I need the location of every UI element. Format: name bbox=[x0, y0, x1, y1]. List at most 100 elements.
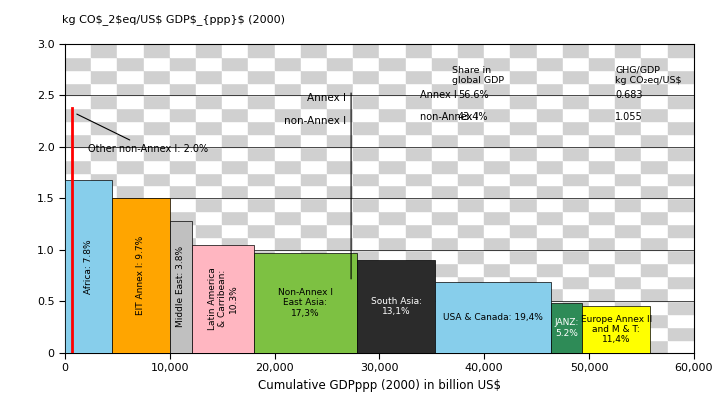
Bar bbox=[641, 134, 668, 147]
Bar bbox=[589, 147, 615, 160]
Bar bbox=[589, 44, 615, 57]
Text: kg CO$_2$eq/US$ GDP$_{ppp}$ (2000): kg CO$_2$eq/US$ GDP$_{ppp}$ (2000) bbox=[62, 15, 285, 25]
Bar bbox=[405, 250, 432, 263]
Bar bbox=[196, 314, 222, 327]
Bar bbox=[143, 44, 170, 57]
Bar bbox=[274, 340, 301, 353]
Bar bbox=[668, 237, 694, 250]
Bar bbox=[91, 44, 117, 57]
Bar bbox=[248, 44, 274, 57]
Bar bbox=[458, 57, 484, 70]
Bar bbox=[405, 44, 432, 57]
Bar bbox=[589, 288, 615, 301]
Bar bbox=[91, 70, 117, 83]
Bar bbox=[510, 147, 537, 160]
Bar bbox=[510, 250, 537, 263]
Bar bbox=[353, 44, 379, 57]
Bar bbox=[432, 327, 458, 340]
Bar bbox=[615, 250, 641, 263]
Bar bbox=[111, 198, 170, 353]
Bar bbox=[117, 83, 143, 95]
Bar bbox=[143, 276, 170, 288]
Bar bbox=[91, 95, 117, 108]
Bar bbox=[589, 108, 615, 121]
Bar bbox=[65, 134, 91, 147]
Bar bbox=[615, 108, 641, 121]
Bar bbox=[484, 186, 510, 198]
Bar bbox=[551, 303, 582, 353]
Bar bbox=[484, 160, 510, 173]
Bar bbox=[641, 276, 668, 288]
Bar bbox=[615, 198, 641, 211]
Bar bbox=[589, 237, 615, 250]
Bar bbox=[641, 147, 668, 160]
Bar bbox=[170, 160, 196, 173]
Bar bbox=[589, 121, 615, 134]
Bar bbox=[91, 211, 117, 224]
Bar bbox=[301, 70, 327, 83]
Bar bbox=[510, 314, 537, 327]
Bar bbox=[222, 108, 248, 121]
Bar bbox=[668, 70, 694, 83]
Bar bbox=[222, 44, 248, 57]
Bar bbox=[91, 288, 117, 301]
Bar bbox=[327, 276, 353, 288]
Bar bbox=[668, 83, 694, 95]
Bar bbox=[353, 327, 379, 340]
Bar bbox=[143, 301, 170, 314]
Bar bbox=[589, 250, 615, 263]
Bar bbox=[274, 44, 301, 57]
Bar bbox=[510, 173, 537, 186]
Bar bbox=[327, 288, 353, 301]
Bar bbox=[170, 250, 196, 263]
Bar bbox=[353, 263, 379, 276]
Bar bbox=[91, 147, 117, 160]
Bar bbox=[510, 340, 537, 353]
Bar bbox=[222, 250, 248, 263]
Bar bbox=[615, 83, 641, 95]
Bar bbox=[353, 250, 379, 263]
Bar bbox=[222, 134, 248, 147]
Bar bbox=[458, 108, 484, 121]
Bar bbox=[510, 263, 537, 276]
Bar bbox=[668, 276, 694, 288]
Bar bbox=[274, 57, 301, 70]
Bar bbox=[353, 198, 379, 211]
Bar bbox=[353, 211, 379, 224]
Bar bbox=[327, 44, 353, 57]
Bar bbox=[248, 70, 274, 83]
Bar bbox=[301, 250, 327, 263]
Bar bbox=[248, 301, 274, 314]
Bar bbox=[537, 134, 563, 147]
Bar bbox=[196, 95, 222, 108]
Bar bbox=[91, 57, 117, 70]
Bar bbox=[510, 224, 537, 237]
Bar bbox=[432, 108, 458, 121]
Bar bbox=[327, 263, 353, 276]
Bar bbox=[589, 340, 615, 353]
Bar bbox=[327, 108, 353, 121]
Bar bbox=[641, 95, 668, 108]
Bar bbox=[353, 173, 379, 186]
Bar bbox=[641, 121, 668, 134]
Bar bbox=[432, 288, 458, 301]
Bar bbox=[458, 340, 484, 353]
Bar bbox=[589, 186, 615, 198]
Bar bbox=[117, 95, 143, 108]
Bar bbox=[91, 83, 117, 95]
Bar bbox=[117, 301, 143, 314]
Bar bbox=[65, 327, 91, 340]
Bar bbox=[458, 237, 484, 250]
Bar bbox=[196, 70, 222, 83]
Bar bbox=[537, 83, 563, 95]
Bar bbox=[196, 224, 222, 237]
Bar bbox=[301, 160, 327, 173]
Bar bbox=[170, 70, 196, 83]
Bar bbox=[563, 57, 589, 70]
Bar bbox=[458, 301, 484, 314]
Bar bbox=[668, 250, 694, 263]
Bar bbox=[589, 276, 615, 288]
Bar bbox=[432, 173, 458, 186]
Bar bbox=[91, 263, 117, 276]
Bar bbox=[91, 250, 117, 263]
